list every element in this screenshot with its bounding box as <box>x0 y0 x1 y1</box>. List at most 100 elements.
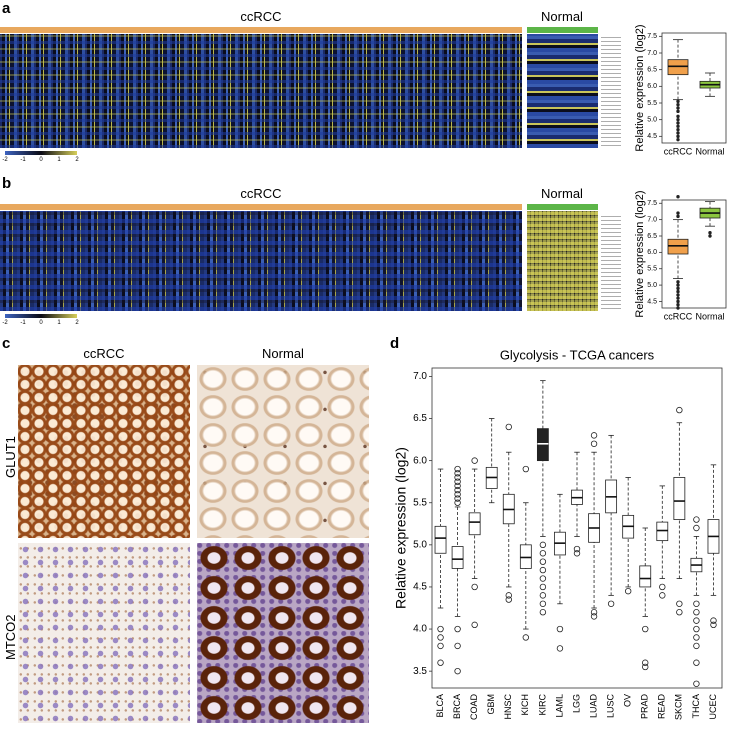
colorbar-tick: 1 <box>57 320 61 326</box>
heatmap <box>0 211 522 311</box>
group-bar <box>527 204 598 210</box>
micrograph <box>18 543 190 723</box>
group-bar <box>0 27 522 33</box>
outlier <box>505 596 512 603</box>
y-axis-label: Relative expression (log2) <box>634 24 646 151</box>
y-tick-label: 6.5 <box>647 67 657 74</box>
outlier <box>573 550 581 557</box>
x-tick-label: UCEC <box>708 694 718 720</box>
outlier <box>676 211 680 215</box>
box <box>468 512 481 536</box>
x-tick-label: OV <box>623 694 633 707</box>
outlier <box>505 592 512 599</box>
outlier <box>522 465 530 473</box>
y-tick-label: 5.5 <box>647 266 657 273</box>
group-label: Normal <box>541 9 583 24</box>
box <box>639 565 652 588</box>
outlier <box>590 432 598 439</box>
colorbar-tick: -2 <box>2 320 8 326</box>
outlier <box>471 621 478 629</box>
outlier <box>676 299 680 304</box>
outlier <box>642 659 649 666</box>
outlier <box>676 280 680 284</box>
outlier <box>522 634 530 641</box>
outlier <box>693 680 700 687</box>
outlier <box>676 286 680 291</box>
outlier <box>710 617 717 624</box>
x-tick-label: SKCM <box>674 694 684 720</box>
outlier <box>437 659 444 666</box>
colorbar-tick: 1 <box>57 157 61 163</box>
outlier <box>642 625 649 633</box>
outlier <box>693 600 700 607</box>
outlier <box>710 621 717 629</box>
colorbar-tick: -2 <box>2 157 8 163</box>
y-tick-label: 5.0 <box>647 117 657 124</box>
box <box>519 544 532 569</box>
y-axis-label: Relative expression (log2) <box>634 190 646 317</box>
outlier <box>471 583 478 591</box>
colorbar <box>5 151 77 155</box>
outlier <box>708 231 712 235</box>
outlier <box>659 583 666 591</box>
y-tick-label: 6.0 <box>647 249 657 256</box>
outlier <box>624 587 632 595</box>
outlier <box>454 499 461 506</box>
y-tick-label: 7.0 <box>413 371 427 382</box>
y-tick-label: 6.5 <box>413 413 427 424</box>
plot-frame <box>431 367 723 689</box>
micrograph <box>197 543 369 723</box>
x-tick-label: ccRCC <box>664 311 693 321</box>
y-tick-label: 4.5 <box>647 298 657 305</box>
outlier <box>454 486 461 494</box>
x-tick-label: LUAD <box>588 694 598 719</box>
outlier <box>693 642 700 650</box>
outlier <box>676 127 680 132</box>
heatmap <box>0 34 522 148</box>
outlier <box>676 600 683 607</box>
group-bar <box>0 204 522 210</box>
outlier <box>539 592 547 599</box>
colorbar-ticks: -2 -1 0 1 2 <box>2 157 78 165</box>
outlier <box>556 645 564 652</box>
y-tick-label: 7.0 <box>647 216 657 223</box>
outlier <box>693 617 700 624</box>
x-tick-label: Normal <box>695 311 724 321</box>
colorbar-ticks: -2 -1 0 1 2 <box>2 320 78 328</box>
micrograph <box>197 365 369 538</box>
box <box>656 521 669 542</box>
outlier <box>693 609 700 616</box>
outlier <box>454 491 461 498</box>
outlier <box>676 121 680 125</box>
y-tick-label: 7.5 <box>647 33 657 40</box>
y-tick-label: 5.0 <box>647 282 657 289</box>
outlier <box>676 137 680 142</box>
y-axis-label: Relative expression (log2) <box>393 447 409 609</box>
x-tick-label: LUSC <box>605 694 615 719</box>
outlier <box>708 234 712 238</box>
x-tick-label: HNSC <box>503 694 513 720</box>
y-tick-label: 4.5 <box>413 582 427 593</box>
heatmap <box>527 211 598 311</box>
box <box>434 525 447 554</box>
outlier <box>693 634 700 641</box>
y-tick-label: 3.5 <box>413 666 427 677</box>
group-label: ccRCC <box>240 9 282 24</box>
outlier <box>539 566 547 574</box>
x-tick-label: KIRC <box>537 694 547 716</box>
chart-title: Glycolysis - TCGA cancers <box>500 347 655 362</box>
y-tick-label: 6.5 <box>647 233 657 240</box>
outlier <box>676 609 683 616</box>
outlier <box>454 642 461 650</box>
panel-label: a <box>2 0 11 17</box>
column-label: Normal <box>262 346 304 361</box>
outlier <box>590 613 598 620</box>
outlier <box>539 558 547 565</box>
outlier <box>454 465 461 473</box>
outlier <box>693 659 700 666</box>
outlier <box>676 114 680 119</box>
colorbar-tick: 0 <box>39 320 43 326</box>
box <box>536 428 549 462</box>
outlier <box>437 642 444 650</box>
outlier <box>539 583 547 591</box>
